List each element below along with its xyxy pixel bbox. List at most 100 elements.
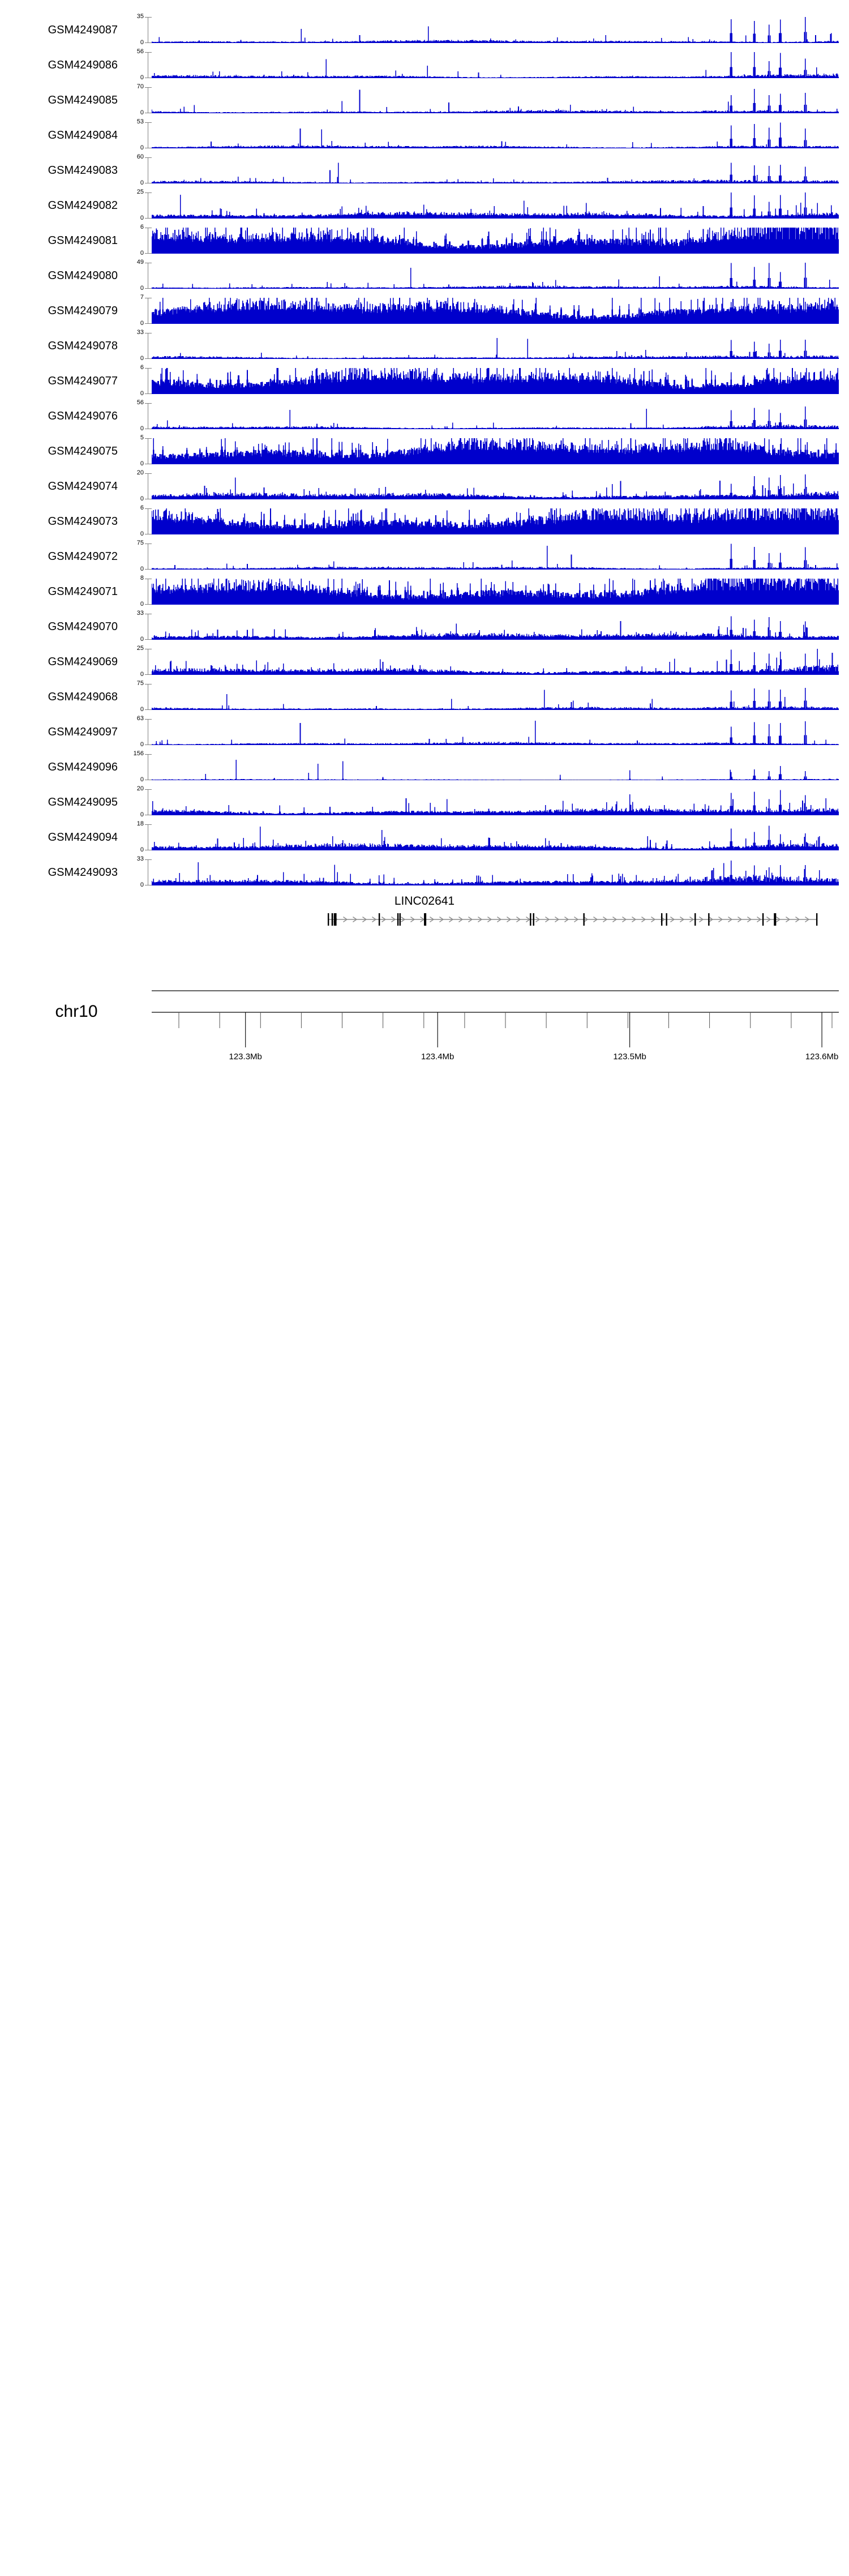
track-sample-label: GSM4249085 bbox=[48, 93, 118, 106]
y-axis-max-label: 60 bbox=[136, 153, 144, 160]
coverage-plot-area bbox=[152, 609, 839, 644]
track-sample-label: GSM4249070 bbox=[48, 620, 118, 633]
y-axis-min-label: 0 bbox=[140, 671, 144, 678]
track-sample-label: GSM4249094 bbox=[48, 831, 118, 844]
track-y-axis: 33 0 bbox=[118, 609, 152, 644]
coverage-track: GSM4249068 75 0 bbox=[0, 679, 849, 714]
y-axis-max-label: 63 bbox=[136, 715, 144, 722]
track-y-axis: 56 0 bbox=[118, 399, 152, 434]
coverage-plot-area bbox=[152, 188, 839, 223]
y-axis-min-label: 0 bbox=[140, 566, 144, 572]
y-axis-tick-max bbox=[145, 157, 152, 158]
y-axis-tick-min bbox=[145, 709, 152, 710]
y-axis-tick-max bbox=[145, 403, 152, 404]
y-axis-min-label: 0 bbox=[140, 179, 144, 186]
y-axis-tick-min bbox=[145, 639, 152, 640]
coverage-plot-area bbox=[152, 504, 839, 539]
track-y-axis: 75 0 bbox=[118, 679, 152, 714]
y-axis-min-label: 0 bbox=[140, 495, 144, 502]
track-sample-label: GSM4249082 bbox=[48, 199, 118, 212]
coverage-plot-area bbox=[152, 434, 839, 469]
coverage-track: GSM4249085 70 0 bbox=[0, 83, 849, 118]
y-axis-max-label: 6 bbox=[140, 504, 144, 511]
y-axis-max-label: 70 bbox=[136, 83, 144, 90]
coverage-plot-area bbox=[152, 539, 839, 574]
coverage-histogram bbox=[152, 52, 839, 78]
y-axis-tick-max bbox=[145, 17, 152, 18]
track-y-axis: 156 0 bbox=[118, 750, 152, 785]
track-y-axis: 20 0 bbox=[118, 469, 152, 504]
track-y-axis: 33 0 bbox=[118, 855, 152, 890]
coverage-track: GSM4249071 8 0 bbox=[0, 574, 849, 609]
coverage-histogram bbox=[152, 474, 839, 499]
coverage-plot-area bbox=[152, 293, 839, 328]
y-axis-tick-max bbox=[145, 87, 152, 88]
track-y-axis: 75 0 bbox=[118, 539, 152, 574]
y-axis-tick-max bbox=[145, 508, 152, 509]
y-axis-min-label: 0 bbox=[140, 741, 144, 748]
coverage-track: GSM4249077 6 0 bbox=[0, 363, 849, 399]
axis-tick-label: 123.6Mb bbox=[805, 1052, 839, 1062]
coverage-histogram bbox=[152, 438, 839, 464]
track-y-axis: 60 0 bbox=[118, 153, 152, 188]
coverage-plot-area bbox=[152, 363, 839, 399]
y-axis-min-label: 0 bbox=[140, 601, 144, 607]
coverage-histogram bbox=[152, 544, 839, 570]
coverage-histogram bbox=[152, 759, 839, 780]
y-axis-max-label: 18 bbox=[136, 820, 144, 827]
track-sample-label: GSM4249097 bbox=[48, 725, 118, 738]
y-axis-min-label: 0 bbox=[140, 39, 144, 46]
axis-ruler bbox=[152, 990, 839, 1047]
coverage-track: GSM4249084 53 0 bbox=[0, 118, 849, 153]
coverage-track: GSM4249069 25 0 bbox=[0, 644, 849, 679]
axis-tick-label: 123.4Mb bbox=[421, 1052, 454, 1062]
coverage-plot-area bbox=[152, 750, 839, 785]
y-axis-tick-max bbox=[145, 789, 152, 790]
y-axis-min-label: 0 bbox=[140, 846, 144, 853]
coverage-histogram bbox=[152, 337, 839, 359]
coverage-plot-area bbox=[152, 12, 839, 48]
y-axis-tick-min bbox=[145, 253, 152, 254]
y-axis-tick-max bbox=[145, 719, 152, 720]
coverage-histogram bbox=[152, 825, 839, 850]
coverage-histogram bbox=[152, 162, 839, 183]
coverage-histogram bbox=[152, 579, 839, 605]
y-axis-min-label: 0 bbox=[140, 74, 144, 81]
y-axis-tick-max bbox=[145, 368, 152, 369]
track-sample-label: GSM4249086 bbox=[48, 58, 118, 71]
coverage-track: GSM4249087 35 0 bbox=[0, 12, 849, 48]
coverage-histogram bbox=[152, 228, 839, 254]
y-axis-max-label: 8 bbox=[140, 575, 144, 581]
coverage-plot-area bbox=[152, 855, 839, 890]
coverage-track: GSM4249094 18 0 bbox=[0, 820, 849, 855]
coverage-histogram bbox=[152, 790, 839, 815]
track-sample-label: GSM4249075 bbox=[48, 444, 118, 457]
track-sample-label: GSM4249083 bbox=[48, 164, 118, 177]
coverage-track: GSM4249078 33 0 bbox=[0, 328, 849, 363]
track-sample-label: GSM4249084 bbox=[48, 129, 118, 142]
coverage-plot-area bbox=[152, 83, 839, 118]
coverage-track: GSM4249080 49 0 bbox=[0, 258, 849, 293]
coverage-histogram bbox=[152, 688, 839, 710]
y-axis-min-label: 0 bbox=[140, 776, 144, 783]
y-axis-min-label: 0 bbox=[140, 144, 144, 151]
coverage-histogram bbox=[152, 720, 839, 745]
y-axis-min-label: 0 bbox=[140, 811, 144, 818]
y-axis-min-label: 0 bbox=[140, 882, 144, 888]
y-axis-tick-max bbox=[145, 859, 152, 860]
coverage-histogram bbox=[152, 406, 839, 429]
y-axis-tick-min bbox=[145, 569, 152, 570]
coverage-histogram bbox=[152, 88, 839, 113]
coverage-track: GSM4249079 7 0 bbox=[0, 293, 849, 328]
coverage-plot-area bbox=[152, 714, 839, 750]
y-axis-max-label: 25 bbox=[136, 645, 144, 652]
gene-model-glyph bbox=[327, 913, 818, 926]
gene-name-label: LINC02641 bbox=[394, 895, 455, 908]
y-axis-tick-min bbox=[145, 393, 152, 394]
y-axis-min-label: 0 bbox=[140, 460, 144, 467]
track-sample-label: GSM4249095 bbox=[48, 795, 118, 808]
coverage-histogram bbox=[152, 122, 839, 148]
y-axis-tick-max bbox=[145, 438, 152, 439]
